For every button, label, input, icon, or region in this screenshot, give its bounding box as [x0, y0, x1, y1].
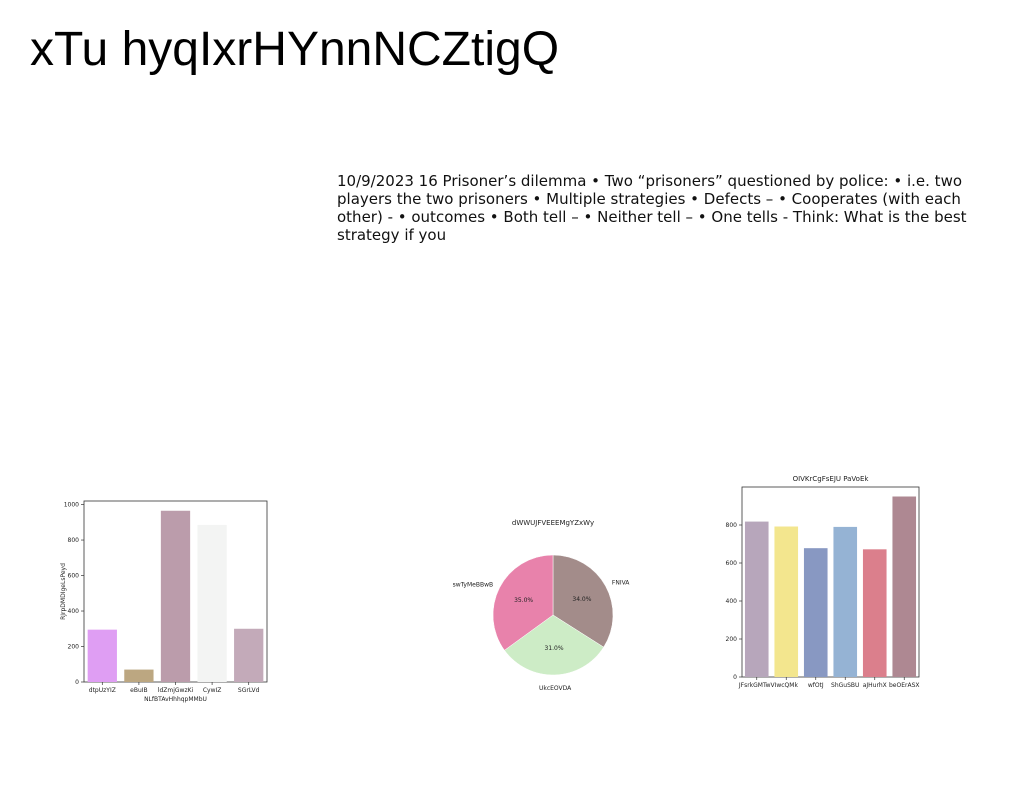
x-tick-label: eBuIB [130, 687, 148, 694]
x-tick-label: IwcQMk [775, 682, 799, 689]
plot-frame [741, 486, 920, 678]
y-tick-label: 200 [68, 644, 80, 651]
bar [833, 526, 858, 677]
pie-percent-label: 34.0% [572, 596, 591, 603]
x-tick-label: ShGuSBU [831, 682, 859, 689]
y-tick-label: 1000 [64, 502, 79, 509]
bar-chart-2: OIVKrCgFsEJU PaVoEk 0 200 400 600 800 JFsrkGMT… [718, 470, 924, 695]
pie-slice [552, 554, 614, 648]
slide-title: xTu hyqIxrHYnnNCZtigQ [30, 23, 560, 76]
y-tick-label: 200 [726, 636, 738, 643]
pie-chart: dWWUJFVEEEMgYZxWy 34.0% FNIVA 31.0% UkcEOVDA… [452, 512, 632, 712]
pie-category-label: swTyMeBBwB [453, 581, 493, 588]
y-tick-label: 800 [68, 537, 80, 544]
chart-title: OIVKrCgFsEJU PaVoEk [793, 475, 870, 483]
y-tick-label: 400 [68, 608, 80, 615]
x-tick-label: JFsrkGMTwV [738, 682, 776, 689]
bar [234, 628, 264, 682]
pie-slice [504, 614, 605, 676]
y-tick-label: 400 [726, 598, 738, 605]
slide-body-text: 10/9/2023 16 Prisoner’s dilemma • Two “p… [337, 172, 967, 244]
pie-slice [492, 554, 554, 651]
bar [892, 496, 917, 677]
bar [197, 524, 227, 682]
bar [803, 548, 828, 677]
bar-chart-1: 0 200 400 600 800 1000 dtpUzYIZ eBuIB ldZmjGwzKi… [55, 492, 275, 707]
bar-chart-1-svg: 0 200 400 600 800 1000 dtpUzYIZ eBuIB ldZmjGwzKi… [60, 500, 268, 703]
bar [160, 510, 191, 682]
y-axis-label: RJrpDMDIgeLsPeyd [60, 563, 67, 620]
chart-title: dWWUJFVEEEMgYZxWy [512, 519, 594, 527]
bar [774, 526, 799, 677]
pie-category-label: UkcEOVDA [539, 685, 572, 692]
x-tick-label: beOErASX [889, 682, 920, 689]
pie-percent-label: 35.0% [514, 597, 533, 604]
x-axis-label: NLfBTAvHhhqpMMbU [144, 696, 207, 703]
pie-chart-svg: dWWUJFVEEEMgYZxWy 34.0% FNIVA 31.0% UkcEOVDA… [453, 519, 631, 692]
y-tick-label: 800 [726, 522, 738, 529]
bar [862, 549, 887, 677]
x-tick-label: CywIZ [203, 687, 222, 694]
bar-chart-2-svg: OIVKrCgFsEJU PaVoEk 0 200 400 600 800 JFsrkGMT… [726, 475, 920, 689]
x-tick-label: dtpUzYIZ [89, 687, 116, 694]
bar [744, 521, 769, 677]
y-tick-label: 600 [726, 560, 738, 567]
bar [124, 669, 154, 682]
bar [87, 629, 117, 682]
x-tick-label: wfOtJ [808, 682, 824, 689]
y-tick-label: 0 [75, 679, 79, 686]
x-tick-label: aJHurhX [863, 682, 887, 689]
x-tick-label: ldZmjGwzKi [158, 687, 194, 694]
x-tick-label: SGrLVd [238, 687, 260, 694]
y-tick-label: 600 [68, 573, 80, 580]
pie-percent-label: 31.0% [545, 645, 564, 652]
y-tick-label: 0 [733, 674, 737, 681]
pie-category-label: FNIVA [612, 580, 630, 587]
